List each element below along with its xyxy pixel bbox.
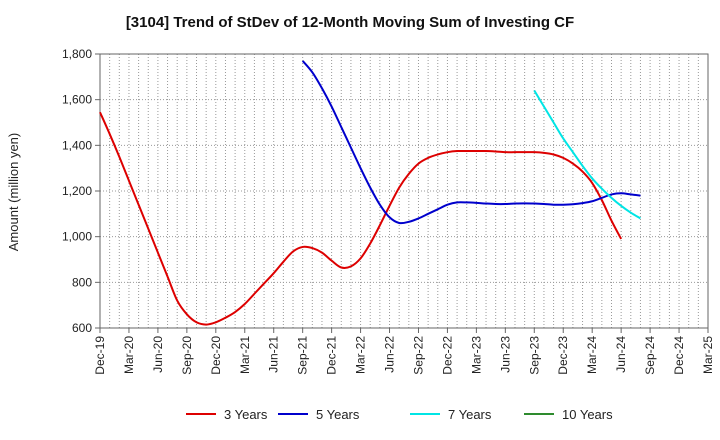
- series-line-7-years: [533, 90, 641, 220]
- grid-layer: [100, 54, 708, 328]
- y-tick-label: 600: [72, 321, 92, 335]
- legend-label: 10 Years: [562, 407, 613, 422]
- x-tick-label: Sep-21: [296, 336, 310, 375]
- y-tick-label: 1,200: [62, 184, 92, 198]
- y-tick-label: 1,400: [62, 138, 92, 152]
- x-tick-label: Mar-20: [122, 336, 136, 374]
- x-tick-label: Jun-20: [151, 336, 165, 373]
- legend-label: 5 Years: [316, 407, 360, 422]
- x-tick-label: Mar-24: [585, 336, 599, 374]
- series-line-3-years: [99, 111, 623, 326]
- x-tick-label: Dec-24: [672, 336, 686, 375]
- x-tick-label: Sep-23: [527, 336, 541, 375]
- x-tick-label: Sep-24: [643, 336, 657, 375]
- x-tick-label: Mar-25: [701, 336, 715, 374]
- y-axis-label: Amount (million yen): [6, 133, 21, 252]
- y-tick-label: 1,000: [62, 230, 92, 244]
- legend-label: 3 Years: [224, 407, 268, 422]
- x-tick-label: Dec-23: [556, 336, 570, 375]
- x-tick-label: Sep-22: [411, 336, 425, 375]
- x-tick-label: Mar-21: [238, 336, 252, 374]
- series-line-5-years: [301, 60, 641, 225]
- x-tick-label: Dec-22: [440, 336, 454, 375]
- x-tick-label: Jun-24: [614, 336, 628, 373]
- y-tick-label: 1,800: [62, 47, 92, 61]
- legend: 3 Years 5 Years 7 Years 10 Years: [186, 407, 613, 422]
- x-tick-label: Mar-23: [469, 336, 483, 374]
- y-axis: 600 800 1,000 1,200 1,400 1,600 1,800: [62, 47, 100, 335]
- x-tick-label: Jun-21: [267, 336, 281, 373]
- x-tick-label: Sep-20: [180, 336, 194, 375]
- y-tick-label: 1,600: [62, 93, 92, 107]
- x-axis: Dec-19 Mar-20 Jun-20 Sep-20 Dec-20 Mar-21 Jun-…: [93, 328, 715, 375]
- x-tick-label: Dec-20: [209, 336, 223, 375]
- x-tick-label: Jun-22: [383, 336, 397, 373]
- x-tick-label: Jun-23: [498, 336, 512, 373]
- y-tick-label: 800: [72, 275, 92, 289]
- legend-label: 7 Years: [448, 407, 492, 422]
- x-tick-label: Mar-22: [354, 336, 368, 374]
- x-tick-label: Dec-19: [93, 336, 107, 375]
- x-tick-label: Dec-21: [325, 336, 339, 375]
- series-layer: [99, 60, 641, 326]
- chart-title: [3104] Trend of StDev of 12-Month Moving…: [126, 14, 574, 31]
